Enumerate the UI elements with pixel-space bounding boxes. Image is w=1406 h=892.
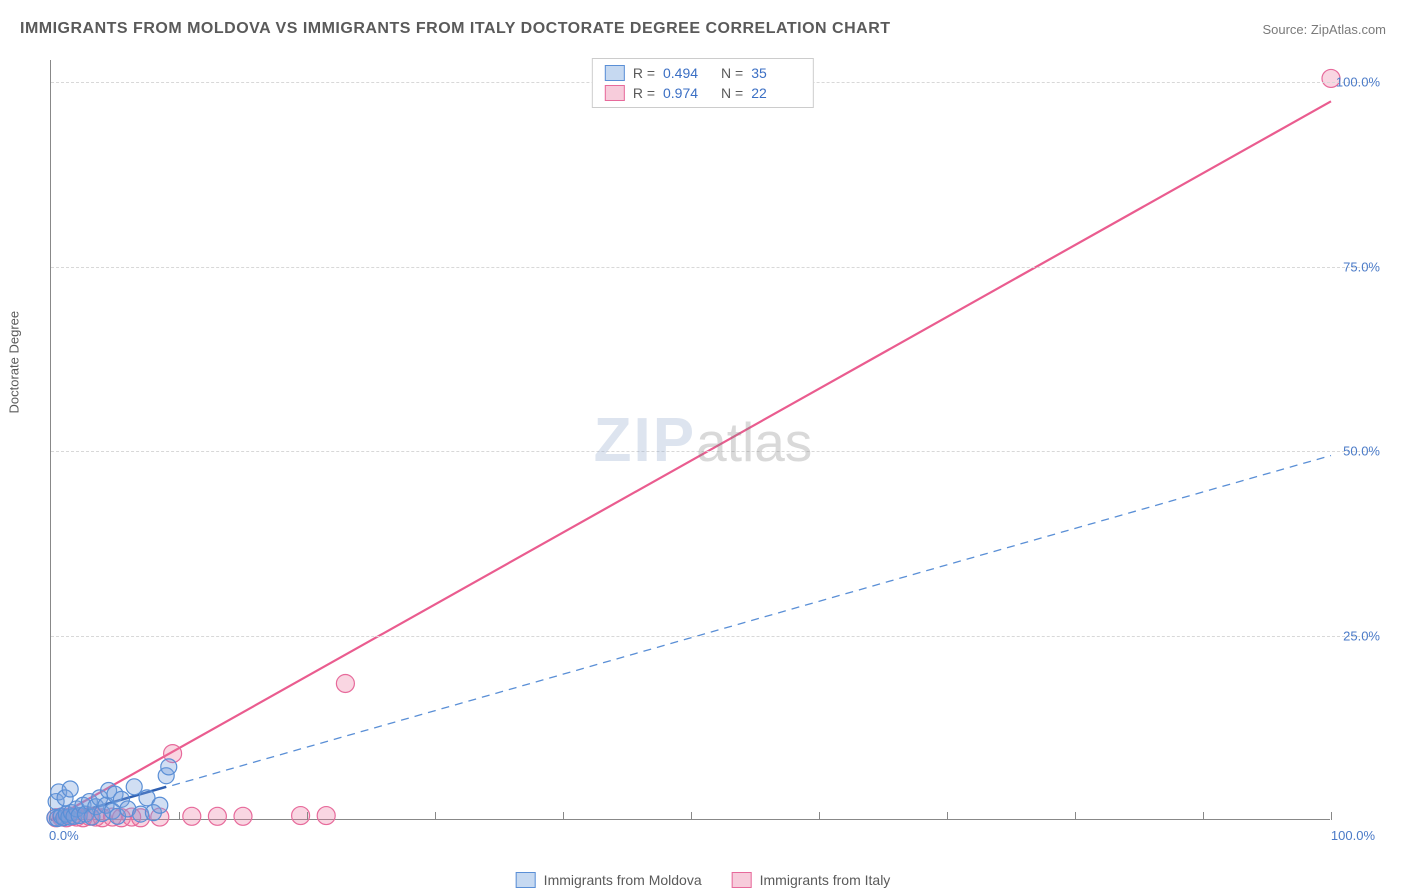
data-point xyxy=(336,674,354,692)
gridline xyxy=(51,451,1370,452)
stats-legend-box: R = 0.494 N = 35 R = 0.974 N = 22 xyxy=(592,58,814,108)
stats-row-moldova: R = 0.494 N = 35 xyxy=(605,63,801,83)
x-tick xyxy=(819,812,820,820)
x-tick xyxy=(1203,812,1204,820)
stat-n-label: N = xyxy=(721,85,743,101)
data-point xyxy=(62,781,78,797)
plot-svg xyxy=(51,60,1330,819)
data-point xyxy=(317,807,335,825)
stat-r-label: R = xyxy=(633,65,655,81)
swatch-italy-icon xyxy=(732,872,752,888)
data-point xyxy=(234,807,252,825)
legend-label-moldova: Immigrants from Moldova xyxy=(544,872,702,888)
swatch-moldova-icon xyxy=(516,872,536,888)
trend-line xyxy=(51,101,1331,820)
x-tick xyxy=(691,812,692,820)
data-point xyxy=(183,807,201,825)
swatch-moldova-icon xyxy=(605,65,625,81)
stat-n-moldova-value: 35 xyxy=(751,65,801,81)
stat-r-italy-value: 0.974 xyxy=(663,85,713,101)
x-tick xyxy=(563,812,564,820)
x-tick xyxy=(435,812,436,820)
source-label: Source: ZipAtlas.com xyxy=(1262,22,1386,37)
data-point xyxy=(152,797,168,813)
swatch-italy-icon xyxy=(605,85,625,101)
x-tick xyxy=(179,812,180,820)
series-legend: Immigrants from Moldova Immigrants from … xyxy=(516,872,891,888)
data-point xyxy=(161,759,177,775)
stat-n-label: N = xyxy=(721,65,743,81)
legend-item-italy: Immigrants from Italy xyxy=(732,872,891,888)
legend-label-italy: Immigrants from Italy xyxy=(760,872,891,888)
gridline xyxy=(51,636,1370,637)
stat-n-italy-value: 22 xyxy=(751,85,801,101)
x-tick xyxy=(307,812,308,820)
y-tick-label: 100.0% xyxy=(1336,75,1380,90)
stat-r-moldova-value: 0.494 xyxy=(663,65,713,81)
y-tick-label: 75.0% xyxy=(1343,259,1380,274)
x-tick xyxy=(1331,812,1332,820)
data-point xyxy=(208,807,226,825)
x-tick xyxy=(947,812,948,820)
plot-area: 25.0%50.0%75.0%100.0%0.0%100.0% xyxy=(50,60,1330,820)
gridline xyxy=(51,267,1370,268)
y-tick-label: 25.0% xyxy=(1343,628,1380,643)
trend-line xyxy=(51,455,1331,820)
y-tick-label: 50.0% xyxy=(1343,444,1380,459)
y-axis-label: Doctorate Degree xyxy=(7,311,22,414)
x-max-label: 100.0% xyxy=(1331,828,1375,843)
data-point xyxy=(126,779,142,795)
x-tick xyxy=(1075,812,1076,820)
chart-container: 25.0%50.0%75.0%100.0%0.0%100.0% xyxy=(50,55,1370,835)
stats-row-italy: R = 0.974 N = 22 xyxy=(605,83,801,103)
x-origin-label: 0.0% xyxy=(49,828,79,843)
stat-r-label: R = xyxy=(633,85,655,101)
chart-title: IMMIGRANTS FROM MOLDOVA VS IMMIGRANTS FR… xyxy=(20,20,891,38)
legend-item-moldova: Immigrants from Moldova xyxy=(516,872,702,888)
